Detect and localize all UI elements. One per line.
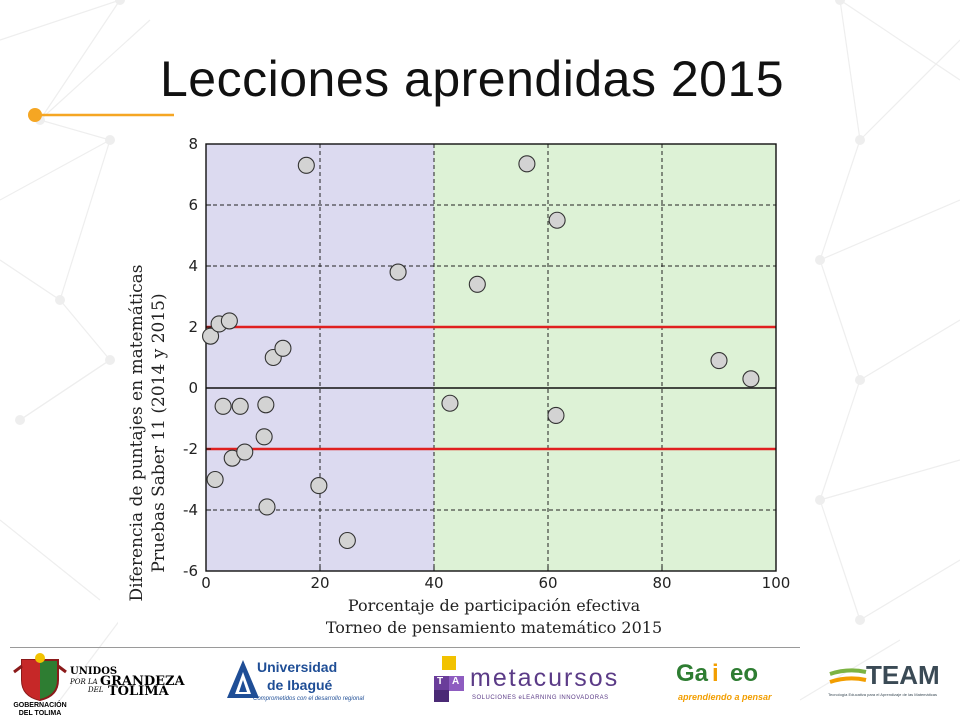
galileo-eo-text: eo	[730, 660, 759, 687]
data-point-23	[710, 352, 728, 370]
metacursos-blocks-icon	[434, 656, 464, 702]
data-point-8	[236, 443, 254, 461]
team-tagline-text: Tecnología Educativa para el Aprendizaje…	[828, 692, 937, 697]
logo-universidad-de-ibague: Universidad de Ibagué Comprometidos con …	[225, 652, 364, 718]
data-point-18	[441, 394, 459, 412]
y-tick-label-0: 0	[188, 379, 198, 397]
logo-gobernacion-del-tolima: GOBERNACIÓN DEL TOLIMA	[12, 652, 68, 718]
y-tick-label--6: -6	[183, 562, 198, 580]
plot-frame	[205, 143, 777, 572]
metacursos-tagline-text: SOLUCIONES eLEARNING INNOVADORAS	[472, 695, 609, 701]
logo-unidos-por-la-grandeza: UNIDOS POR LA GRANDEZA DEL TOLIMA	[70, 652, 185, 718]
ibague-tagline-text: Comprometidos con el desarrollo regional	[253, 696, 365, 702]
grandeza-text: GRANDEZA	[100, 674, 185, 689]
data-point-16	[338, 531, 356, 550]
y-tick-label-2: 2	[188, 318, 198, 336]
title-accent-line	[28, 108, 174, 122]
data-point-20	[518, 155, 536, 173]
data-point-10	[257, 396, 275, 414]
y-axis-label-line-1: Diferencia de puntajes en matemáticas	[127, 264, 147, 602]
tolima-coat-of-arms-icon	[13, 653, 67, 702]
logo-metacursos: T A metacursos SOLUCIONES eLEARNING INNO…	[432, 652, 617, 718]
x-axis-label-line-1: Porcentaje de participación efectiva	[347, 596, 641, 615]
ibague-emblem-icon	[227, 660, 259, 698]
slide-title: Lecciones aprendidas 2015	[160, 51, 785, 107]
data-point-3	[220, 312, 238, 330]
scatter-chart: 0 20 40 60 80 100 -6 -4 -2 0 2 4 6 8 Diferencia de pu…	[118, 126, 798, 646]
x-tick-label-60: 60	[538, 574, 557, 592]
data-point-24	[742, 370, 760, 388]
logo-team: TEAM Tecnología Educativa para el Aprend…	[828, 652, 954, 718]
galileo-ga-text: Ga	[676, 660, 709, 687]
de-ibague-text: de Ibagué	[267, 677, 333, 693]
data-point-1	[202, 327, 220, 345]
y-tick-label-8: 8	[188, 135, 198, 153]
data-point-14	[297, 156, 315, 174]
data-point-19	[468, 275, 486, 293]
sponsor-logos: GOBERNACIÓN DEL TOLIMA UNIDOS POR LA GRA…	[0, 652, 960, 720]
data-point-4	[206, 470, 224, 489]
universidad-text: Universidad	[257, 659, 338, 675]
x-axis-label-line-2: Torneo de pensamiento matemático 2015	[325, 618, 663, 637]
footer-divider	[10, 647, 800, 648]
y-axis-label: Diferencia de puntajes en matemáticas Pr…	[126, 218, 206, 648]
team-swoosh-icon	[829, 668, 867, 684]
y-tick-label-4: 4	[188, 257, 198, 275]
chart-svg: 0 20 40 60 80 100 -6 -4 -2 0 2 4 6 8	[183, 135, 791, 592]
x-tick-label-20: 20	[310, 574, 329, 592]
x-tick-label-40: 40	[424, 574, 443, 592]
y-axis-label-line-2: Pruebas Saber 11 (2014 y 2015)	[149, 293, 169, 573]
galileo-i-text: i	[712, 660, 719, 687]
metacursos-t-text: T	[437, 676, 444, 687]
x-tick-label-0: 0	[201, 574, 211, 592]
data-point-11	[258, 498, 276, 516]
tolima-text: TOLIMA	[108, 684, 169, 699]
y-tick-label-6: 6	[188, 196, 198, 214]
x-axis-label: Porcentaje de participación efectiva Tor…	[206, 595, 782, 639]
metacursos-a-text: A	[452, 676, 460, 687]
data-point-7	[231, 397, 249, 415]
metacursos-text: metacursos	[470, 664, 620, 692]
por-la-text: POR LA	[70, 678, 98, 686]
del-text: DEL	[88, 686, 104, 694]
x-tick-label-80: 80	[652, 574, 671, 592]
data-point-9	[255, 428, 273, 446]
y-tick-label--4: -4	[183, 501, 198, 519]
galileo-tagline-text: aprendiendo a pensar	[678, 692, 772, 702]
data-point-15	[310, 477, 328, 495]
unidos-text: UNIDOS	[70, 666, 118, 677]
data-point-13	[274, 339, 292, 357]
data-point-5	[214, 397, 232, 415]
x-tick-label-100: 100	[762, 574, 791, 592]
data-point-17	[389, 263, 407, 281]
data-point-21	[547, 406, 565, 425]
team-text: TEAM	[866, 660, 940, 690]
data-point-22	[548, 211, 566, 229]
logo-galileo: Ga i eo aprendiendo a pensar	[672, 652, 782, 718]
logo-gobernacion-text: GOBERNACIÓN DEL TOLIMA	[13, 702, 67, 717]
y-tick-label--2: -2	[183, 440, 198, 458]
